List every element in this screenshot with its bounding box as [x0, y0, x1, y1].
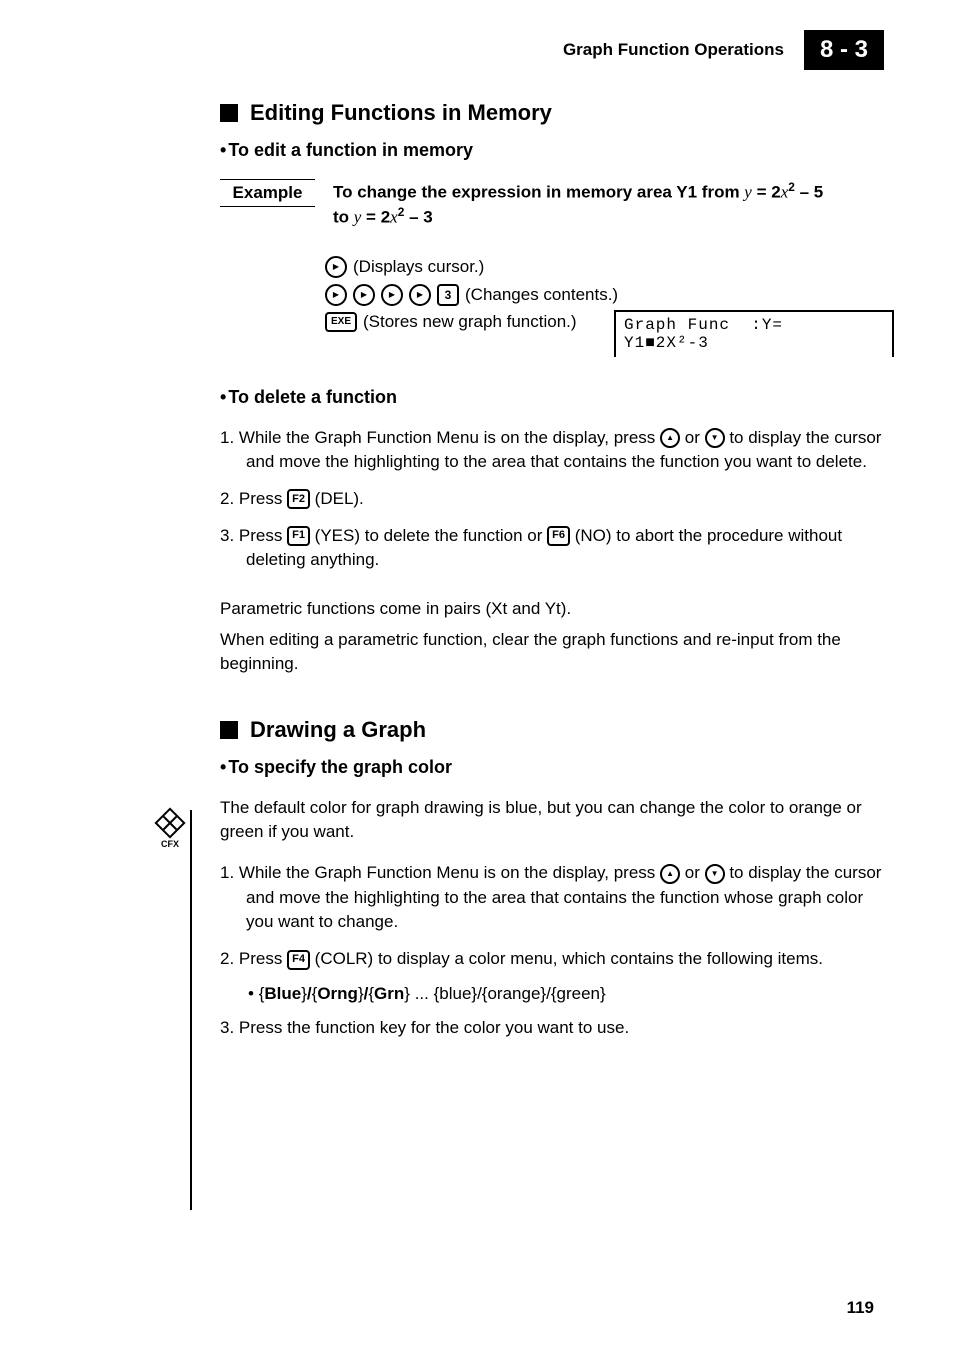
page-content: Editing Functions in Memory To edit a fu…	[0, 100, 954, 1040]
chapter-badge: 8 - 3	[804, 30, 884, 70]
f6-key-icon: F6	[547, 526, 570, 546]
color-steps-cont: 3. Press the function key for the color …	[220, 1016, 894, 1041]
section-heading-edit: Editing Functions in Memory	[220, 100, 894, 126]
right-arrow-key-icon	[325, 284, 347, 306]
cfx-label: CFX	[155, 839, 185, 849]
section-heading-draw: Drawing a Graph	[220, 717, 894, 743]
up-arrow-key-icon	[660, 428, 680, 448]
right-arrow-key-icon	[409, 284, 431, 306]
key-sequence-1: (Displays cursor.)	[220, 256, 894, 278]
calculator-screen: Graph Func :Y= Y1■2X²-3	[614, 310, 894, 357]
square-bullet-icon	[220, 721, 238, 739]
f4-key-icon: F4	[287, 950, 310, 970]
square-bullet-icon	[220, 104, 238, 122]
list-item: 1. While the Graph Function Menu is on t…	[220, 861, 894, 935]
exe-key-icon: EXE	[325, 312, 357, 332]
list-item: 2. Press F2 (DEL).	[220, 487, 894, 512]
sub-heading-color: To specify the graph color	[220, 757, 894, 778]
example-text: To change the expression in memory area …	[333, 179, 894, 230]
sub-heading-delete: To delete a function	[220, 387, 894, 408]
down-arrow-key-icon	[705, 864, 725, 884]
list-item: 3. Press F1 (YES) to delete the function…	[220, 524, 894, 573]
example-label: Example	[220, 179, 315, 207]
sub-heading-edit: To edit a function in memory	[220, 140, 894, 161]
side-bar-line	[190, 810, 192, 1210]
f1-key-icon: F1	[287, 526, 310, 546]
color-intro: The default color for graph drawing is b…	[220, 796, 894, 845]
list-item: 1. While the Graph Function Menu is on t…	[220, 426, 894, 475]
header-title: Graph Function Operations	[563, 40, 784, 60]
diamond-icon	[154, 807, 185, 838]
f2-key-icon: F2	[287, 489, 310, 509]
up-arrow-key-icon	[660, 864, 680, 884]
right-arrow-key-icon	[353, 284, 375, 306]
parametric-note-2: When editing a parametric function, clea…	[220, 628, 894, 677]
page-header: Graph Function Operations 8 - 3	[0, 0, 954, 90]
delete-steps: 1. While the Graph Function Menu is on t…	[220, 426, 894, 573]
cfx-marker: CFX	[155, 812, 185, 849]
example-block: Example To change the expression in memo…	[220, 179, 894, 230]
key-sequence-2: 3 (Changes contents.)	[220, 284, 894, 306]
right-arrow-key-icon	[325, 256, 347, 278]
color-steps: 1. While the Graph Function Menu is on t…	[220, 861, 894, 972]
heading-text: Drawing a Graph	[250, 717, 426, 743]
color-options: {Blue}/{Orng}/{Grn} ... {blue}/{orange}/…	[220, 984, 894, 1004]
list-item: 2. Press F4 (COLR) to display a color me…	[220, 947, 894, 972]
heading-text: Editing Functions in Memory	[250, 100, 552, 126]
number-key-icon: 3	[437, 284, 459, 306]
right-arrow-key-icon	[381, 284, 403, 306]
parametric-note-1: Parametric functions come in pairs (Xt a…	[220, 597, 894, 622]
page-number: 119	[847, 1298, 874, 1318]
list-item: 3. Press the function key for the color …	[220, 1016, 894, 1041]
down-arrow-key-icon	[705, 428, 725, 448]
